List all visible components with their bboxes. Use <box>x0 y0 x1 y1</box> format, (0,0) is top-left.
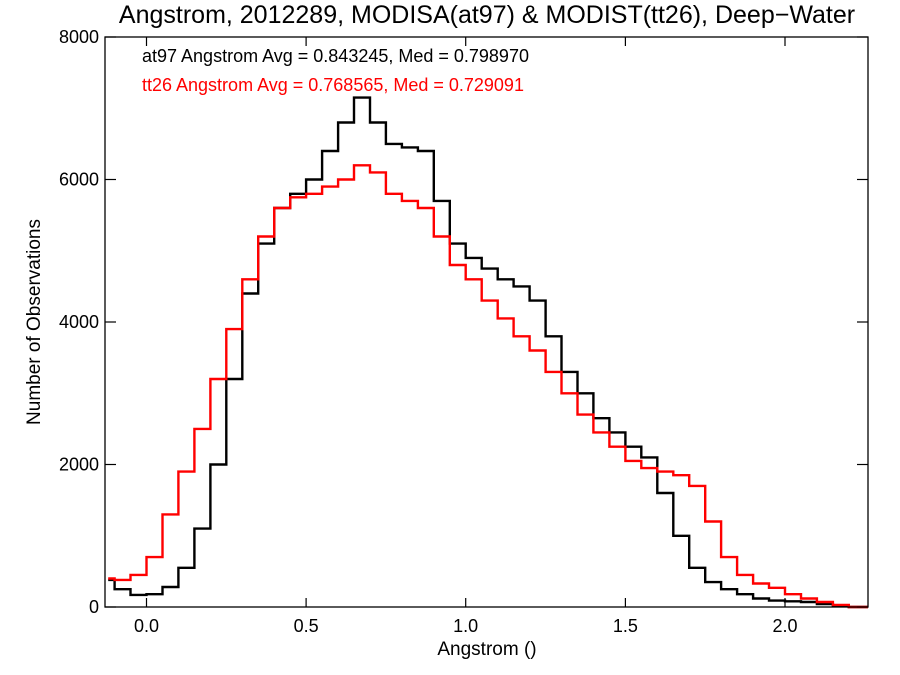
x-tick-label: 0.5 <box>294 616 319 636</box>
annotation-tt26: tt26 Angstrom Avg = 0.768565, Med = 0.72… <box>142 75 524 95</box>
x-tick-label: 1.0 <box>453 616 478 636</box>
y-tick-label: 4000 <box>59 312 99 332</box>
series-line-at97 <box>108 96 868 609</box>
axis-ticks: 0.0 0.5 1.0 1.5 2.0 0 2000 4000 6000 8000 <box>59 27 868 636</box>
y-tick-label: 0 <box>89 597 99 617</box>
annotation-at97: at97 Angstrom Avg = 0.843245, Med = 0.79… <box>142 46 529 66</box>
y-tick-label: 6000 <box>59 170 99 190</box>
x-tick-label: 0.0 <box>134 616 159 636</box>
series-line-tt26 <box>108 164 868 609</box>
y-tick-label: 8000 <box>59 27 99 47</box>
x-axis-label: Angstrom () <box>437 639 536 660</box>
series-layer <box>108 96 868 609</box>
y-axis-label: Number of Observations <box>24 219 45 425</box>
x-tick-label: 2.0 <box>772 616 797 636</box>
y-tick-label: 2000 <box>59 455 99 475</box>
plot-frame <box>104 36 869 608</box>
x-tick-label: 1.5 <box>613 616 638 636</box>
chart-title: Angstrom, 2012289, MODISA(at97) & MODIST… <box>119 1 855 29</box>
